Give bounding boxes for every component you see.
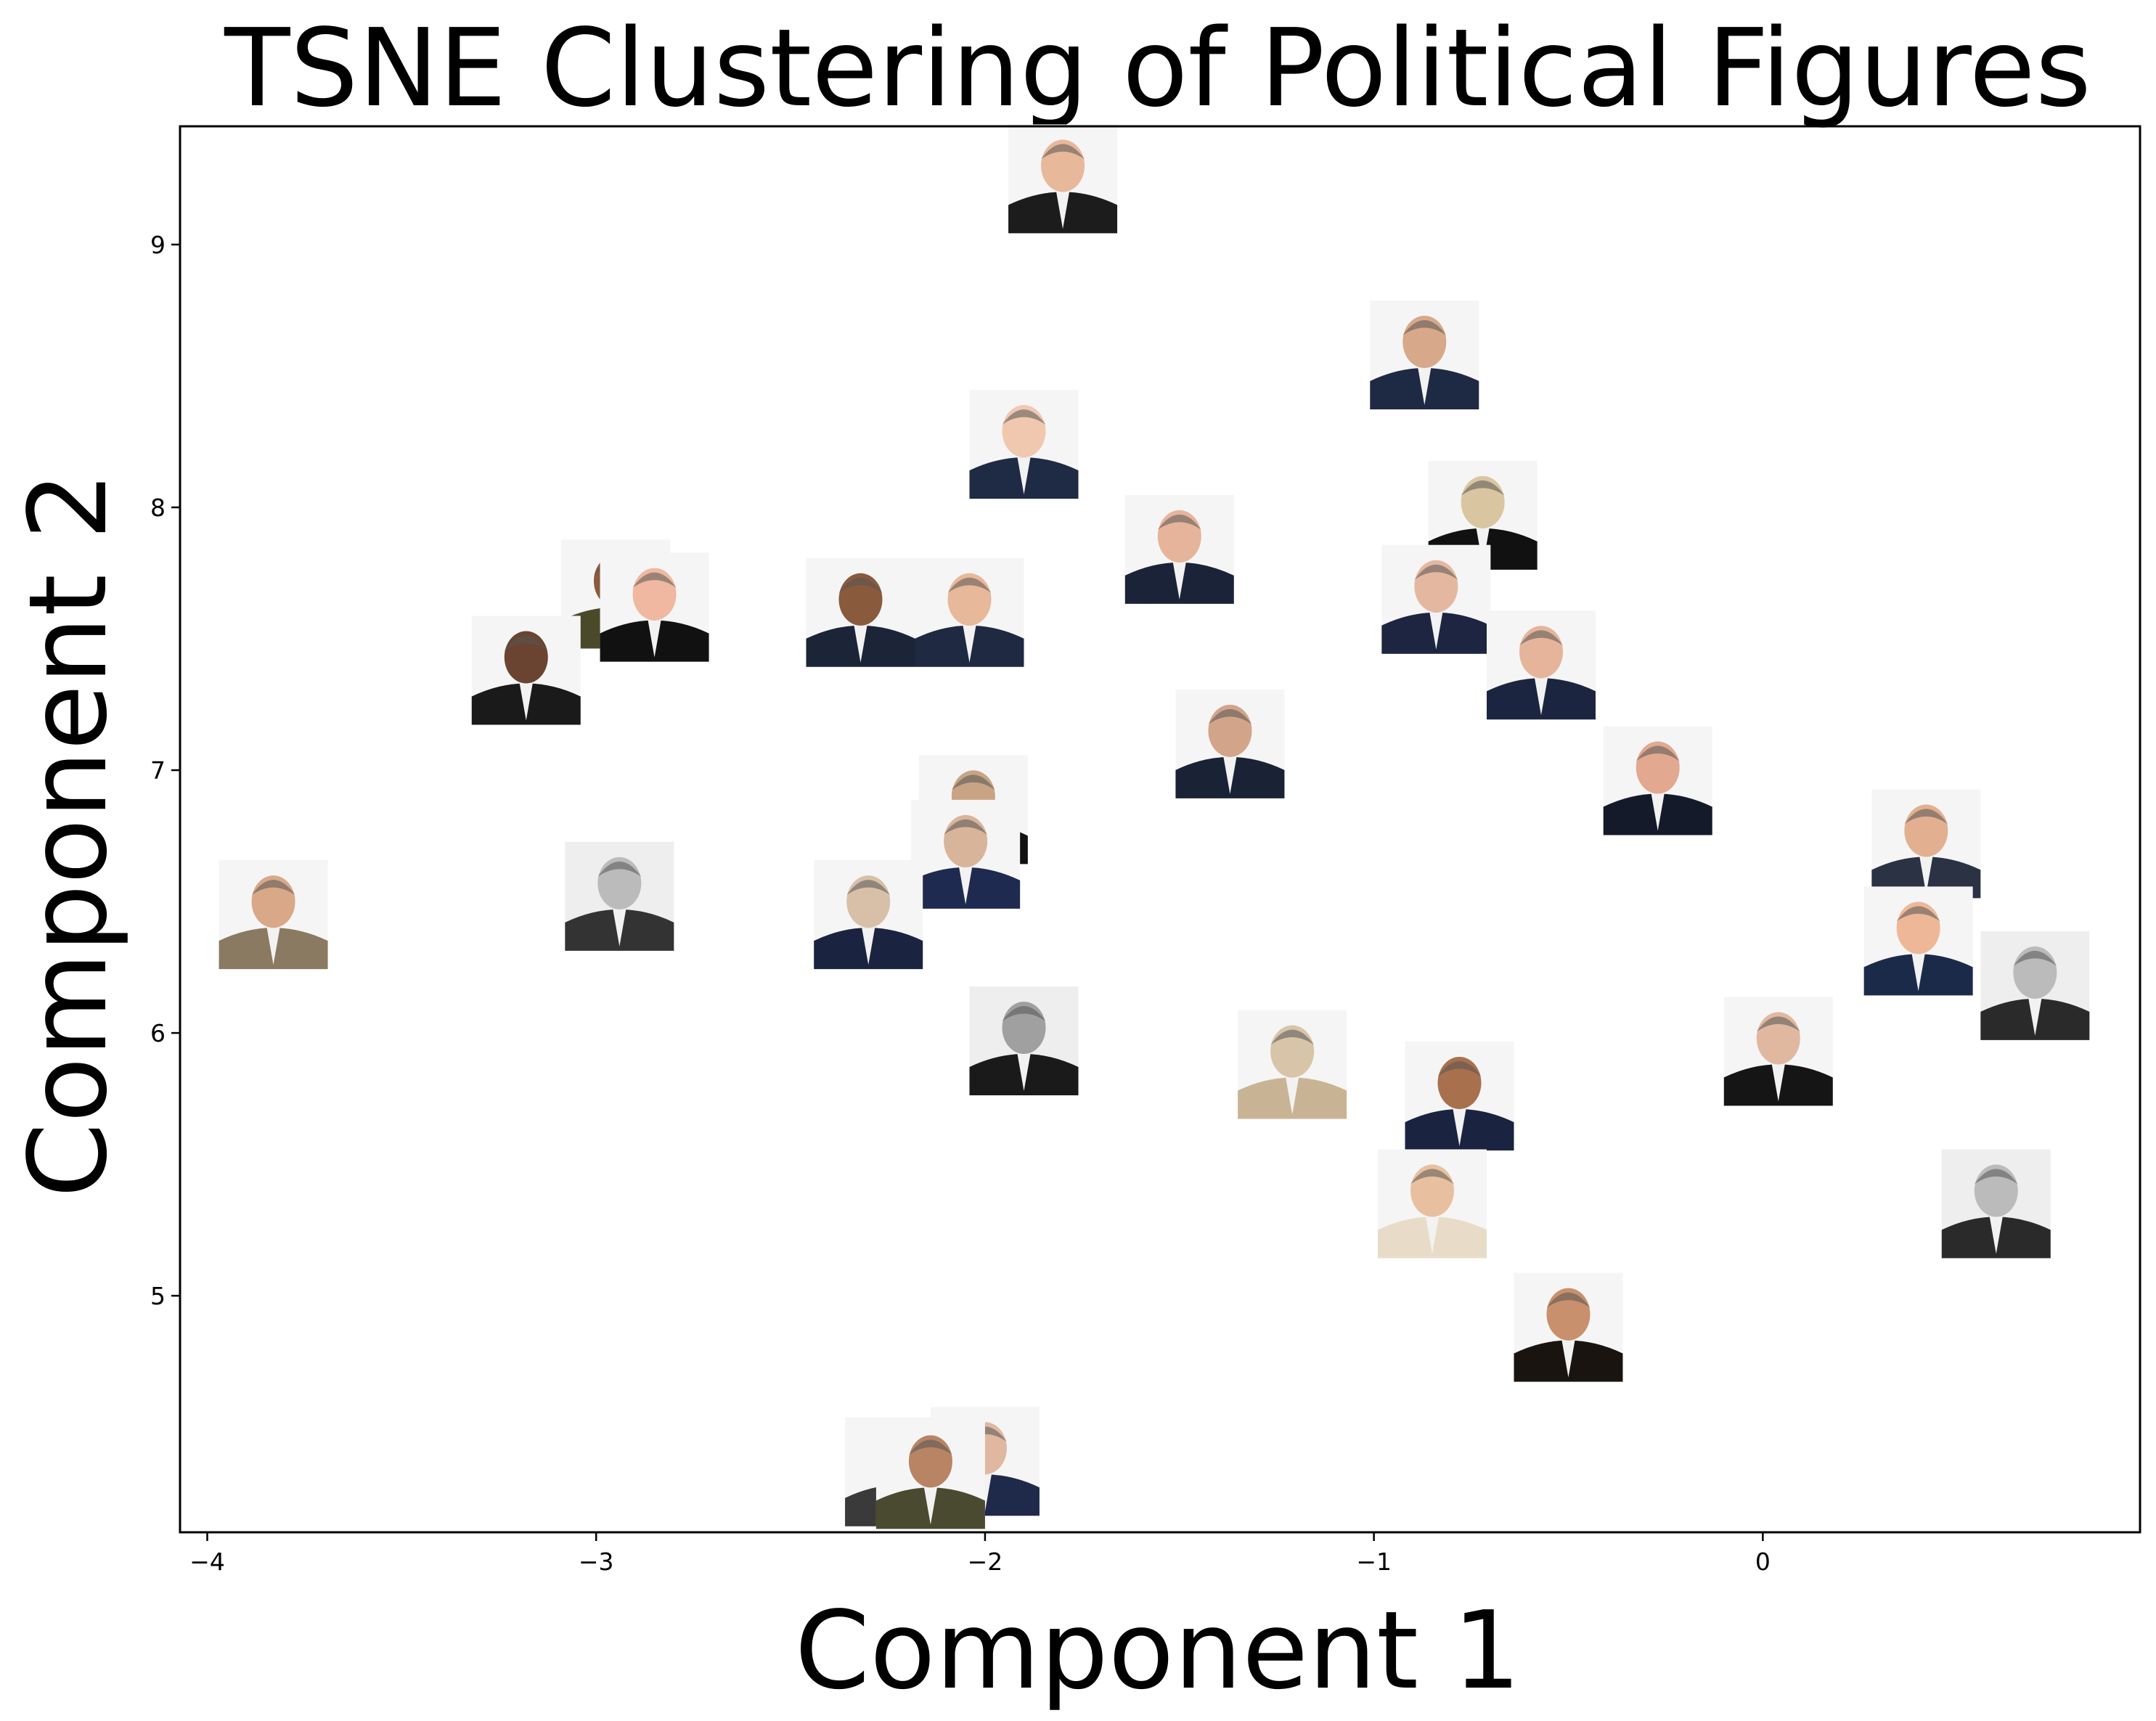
portrait-point xyxy=(1941,1149,2051,1259)
portrait-point xyxy=(1238,1010,1347,1119)
portrait-point xyxy=(969,986,1079,1095)
x-tick-label: −3 xyxy=(579,1548,614,1576)
x-tick-label: −4 xyxy=(189,1548,225,1576)
portrait-point xyxy=(1370,300,1479,409)
y-tick-label: 9 xyxy=(150,231,166,259)
portrait-point xyxy=(1980,931,2090,1040)
portrait-point xyxy=(1124,494,1234,604)
portrait-markers xyxy=(219,124,2090,1529)
portrait-point xyxy=(969,390,1079,499)
plot-area-frame xyxy=(179,125,2141,1534)
y-tick-label: 6 xyxy=(150,1019,166,1047)
portrait-point xyxy=(219,860,328,970)
portrait-point xyxy=(875,1420,985,1529)
portrait-point xyxy=(565,841,674,951)
portrait-point xyxy=(1008,124,1118,234)
portrait-point xyxy=(1514,1272,1623,1382)
portrait-point xyxy=(1723,997,1833,1106)
x-tick-label: −1 xyxy=(1356,1548,1392,1576)
y-axis-label: Component 2 xyxy=(6,472,131,1198)
x-tick-label: 0 xyxy=(1755,1548,1771,1576)
y-tick-label: 5 xyxy=(150,1282,166,1310)
x-axis-ticks: −4 −3 −2 −1 0 xyxy=(189,1532,1771,1576)
portrait-point xyxy=(471,616,581,725)
portrait-point xyxy=(806,557,915,667)
x-tick-label: −2 xyxy=(968,1548,1003,1576)
portrait-point xyxy=(1381,544,1491,654)
portrait-point xyxy=(600,552,709,662)
portrait-point xyxy=(814,860,923,970)
y-tick-label: 7 xyxy=(150,756,166,785)
portrait-point xyxy=(1487,610,1596,720)
portrait-point xyxy=(1378,1149,1487,1259)
portrait-point xyxy=(1603,726,1712,835)
portrait-point xyxy=(911,799,1021,909)
portrait-point xyxy=(1863,886,1973,996)
portrait-point xyxy=(1405,1041,1514,1150)
x-axis-label: Component 1 xyxy=(795,1588,1521,1713)
portrait-point xyxy=(1871,789,1981,899)
y-axis-ticks: 5 6 7 8 9 xyxy=(150,231,180,1310)
y-tick-label: 8 xyxy=(150,494,166,522)
portrait-point xyxy=(1175,689,1285,798)
chart-title: TSNE Clustering of Political Figures xyxy=(224,6,2091,131)
portrait-point xyxy=(915,557,1024,667)
